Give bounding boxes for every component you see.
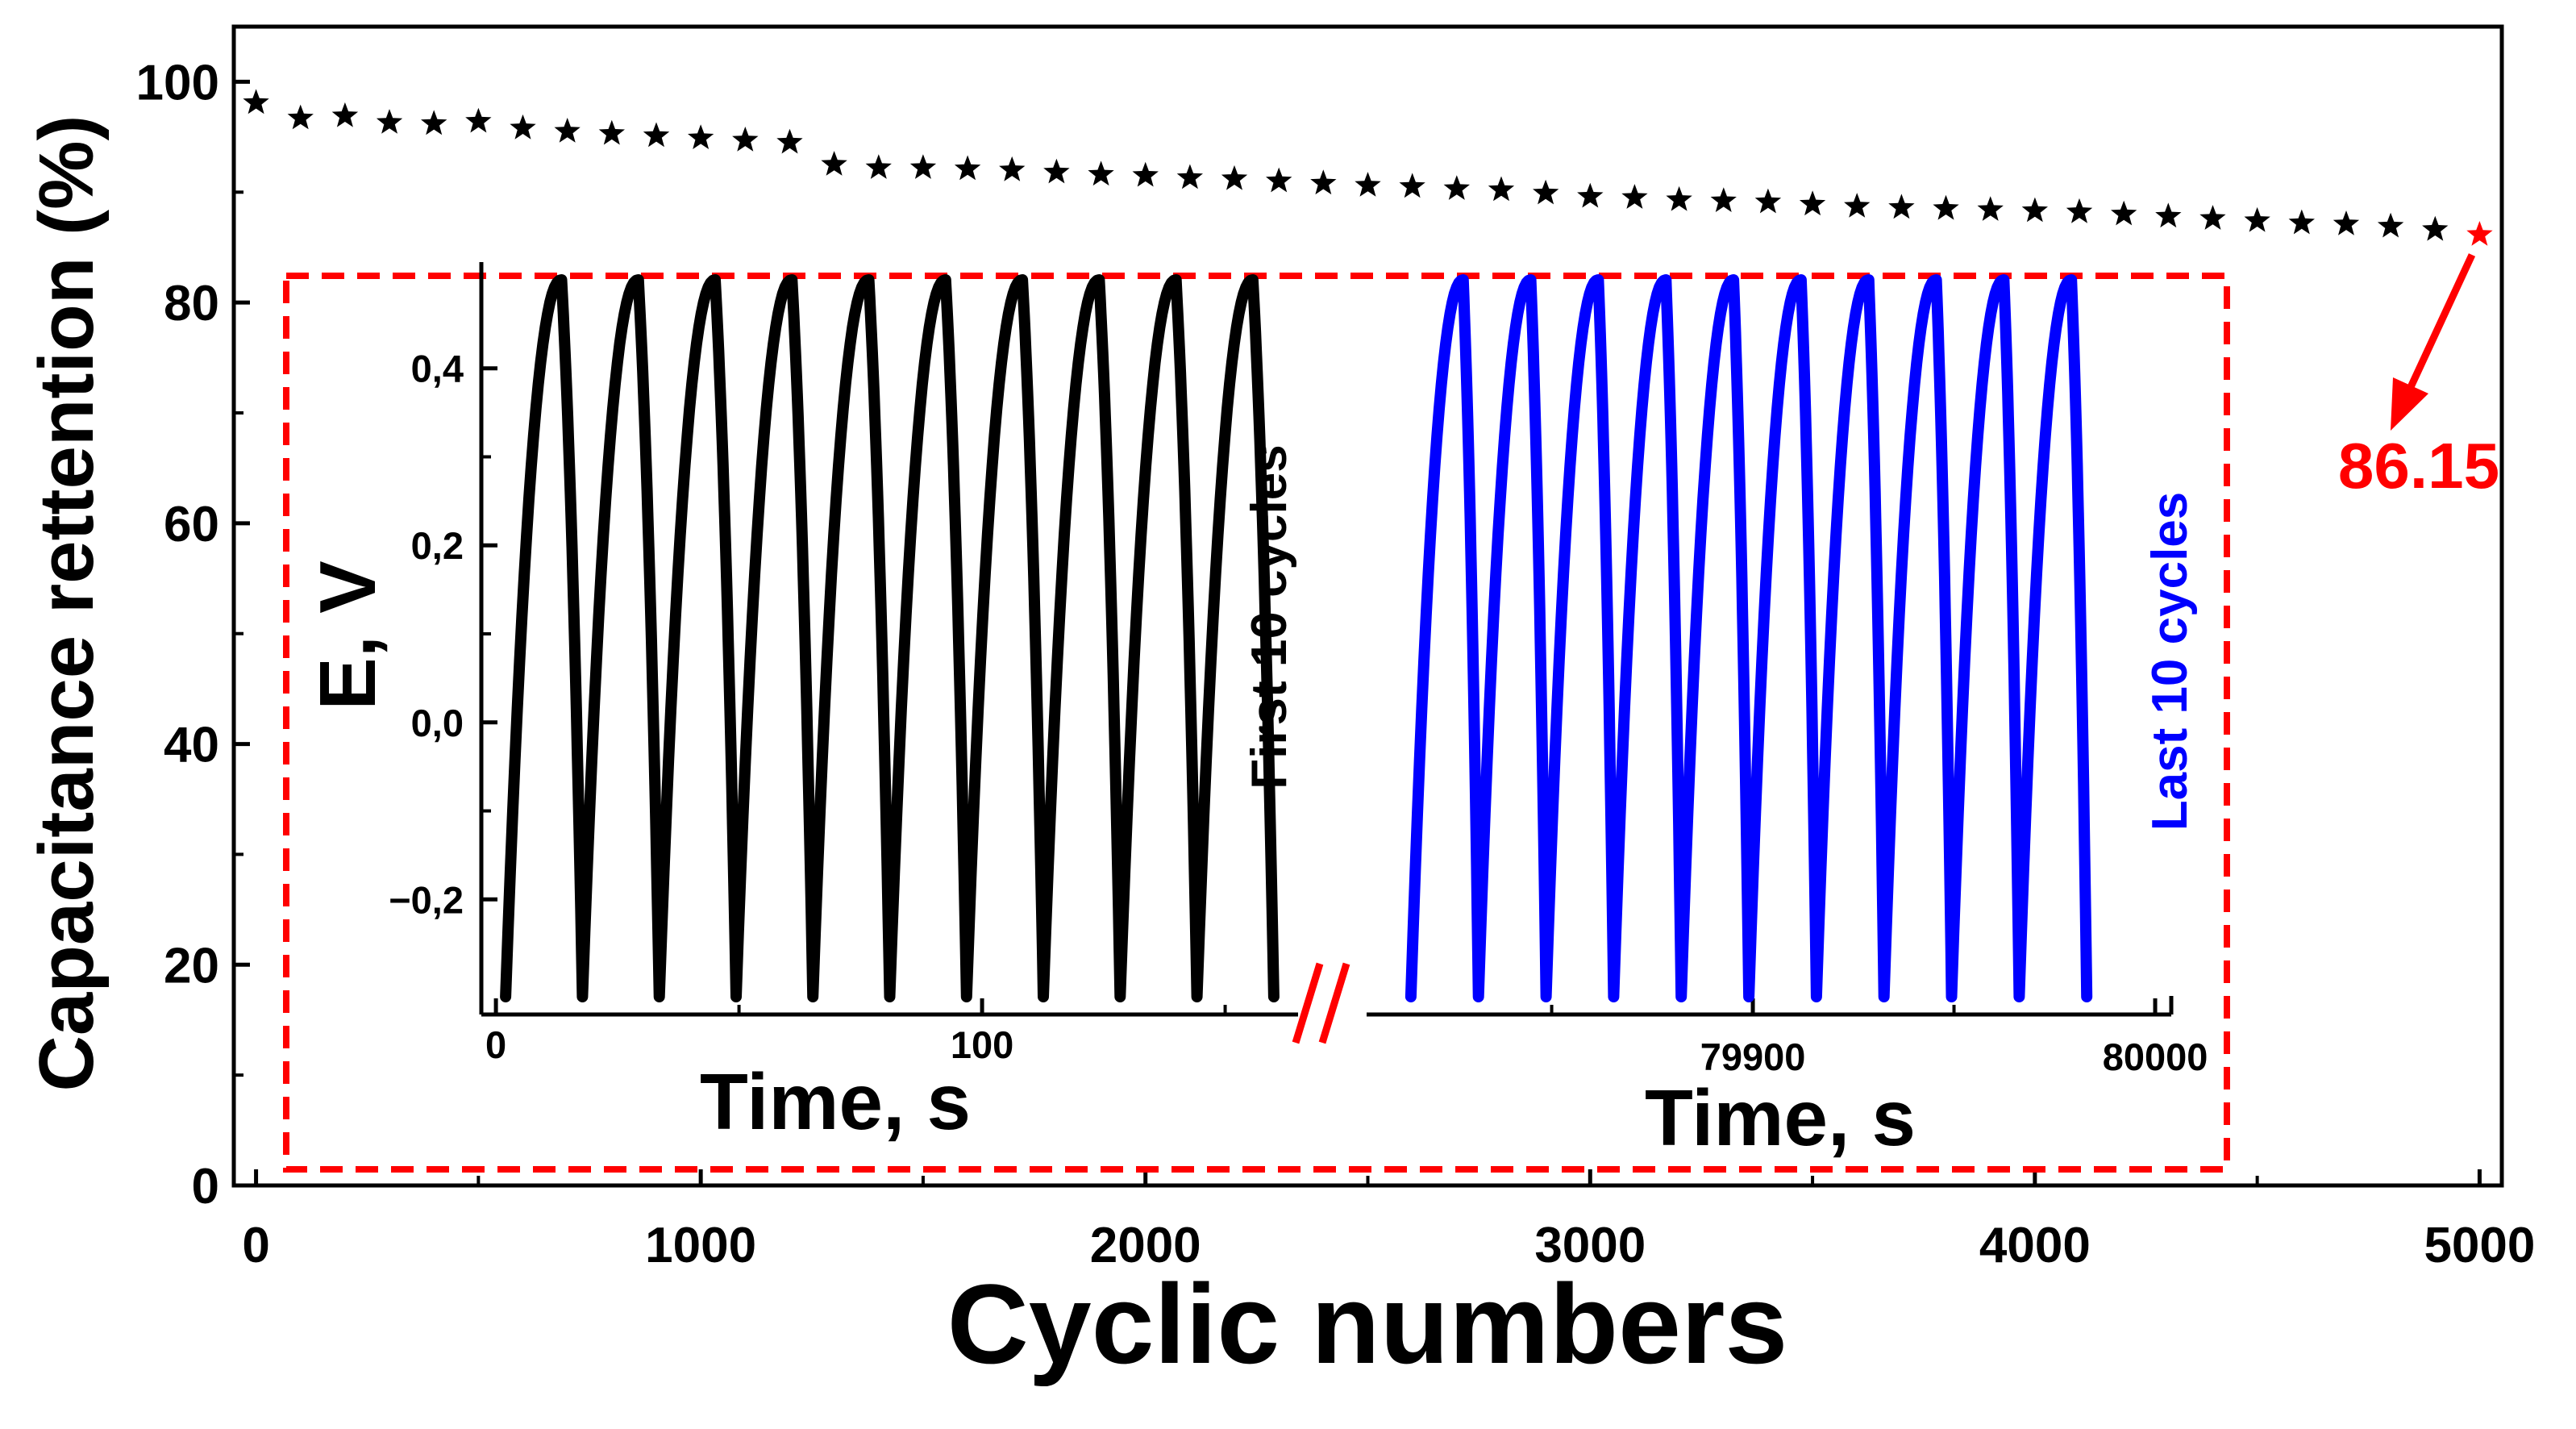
- data-point: [1799, 190, 1826, 216]
- data-point: [1266, 167, 1292, 193]
- data-point: [643, 122, 670, 148]
- data-point: [1443, 175, 1470, 200]
- data-point: [554, 118, 581, 143]
- inset-right-x-tick-label: 80000: [2103, 1035, 2208, 1078]
- data-point: [1666, 185, 1692, 211]
- main-y-axis-title: Capacitance rettention (%): [23, 115, 110, 1092]
- data-point: [999, 156, 1026, 181]
- data-point: [2333, 210, 2360, 235]
- data-point: [243, 89, 269, 115]
- main-x-tick-label: 4000: [1979, 1218, 2091, 1273]
- data-point: [1621, 184, 1648, 209]
- inset-y-axis-title: E, V: [303, 560, 392, 710]
- axis-break-line-2: [1318, 962, 1350, 1044]
- data-point: [465, 107, 492, 133]
- inset-y-tick-label: −0,2: [389, 878, 464, 921]
- data-point: [2111, 200, 2137, 226]
- main-x-axis-title: Cyclic numbers: [947, 1260, 1788, 1387]
- data-point: [1310, 169, 1337, 195]
- data-point: [688, 124, 714, 149]
- data-point: [1399, 173, 1425, 198]
- data-point: [2422, 215, 2449, 241]
- data-point: [1933, 194, 1959, 220]
- inset-last-cycles-label: Last 10 cycles: [2142, 492, 2198, 831]
- main-y-tick-label: 60: [164, 497, 219, 552]
- main-y-tick-label: 100: [136, 55, 219, 110]
- inset-left-x-axis-title: Time, s: [700, 1057, 971, 1146]
- data-point: [1977, 196, 2004, 221]
- axis-break-mark: [1292, 962, 1350, 1044]
- inset-y-tick-label: 0,0: [411, 702, 464, 744]
- highlight-arrow-line: [2407, 253, 2476, 389]
- main-data-points: [243, 89, 2493, 246]
- data-point: [954, 155, 981, 181]
- data-point: [1355, 172, 1381, 197]
- data-point: [1888, 194, 1915, 219]
- first-10-cycles-curve: [500, 274, 1280, 1002]
- data-point: [732, 127, 759, 152]
- data-point: [2155, 202, 2182, 228]
- main-y-tick-label: 20: [164, 938, 219, 994]
- data-point: [1844, 193, 1871, 218]
- last-10-cycles-curve: [1405, 274, 2093, 1002]
- data-point: [331, 102, 359, 127]
- inset-curves: [500, 274, 2093, 1002]
- data-point: [1533, 179, 1559, 205]
- inset-first-cycles-label: First 10 cycles: [1242, 444, 1297, 789]
- data-point: [1132, 161, 1159, 187]
- main-y-tick-label: 80: [164, 276, 219, 331]
- main-x-tick-label: 3000: [1534, 1218, 1646, 1273]
- main-x-tick-label: 0: [242, 1218, 269, 1273]
- data-point: [376, 109, 403, 134]
- data-point: [1754, 188, 1782, 214]
- data-point: [2244, 206, 2270, 232]
- highlight-annotation: 86.15: [2338, 253, 2499, 502]
- highlight-value-label: 86.15: [2338, 430, 2499, 502]
- inset-y-tick-label: 0,4: [411, 348, 464, 390]
- main-x-tick-label: 1000: [645, 1218, 756, 1273]
- data-point: [776, 128, 803, 154]
- data-point: [865, 154, 892, 179]
- inset-right-x-axis-title: Time, s: [1645, 1073, 1916, 1162]
- inset-left-x-tick-label: 0: [485, 1023, 506, 1066]
- data-point: [909, 154, 937, 179]
- inset-left-x-tick-label: 100: [951, 1023, 1013, 1066]
- main-y-tick-label: 40: [164, 718, 219, 773]
- data-point: [1710, 187, 1737, 212]
- highlight-point: [2466, 221, 2493, 246]
- data-point: [2066, 198, 2093, 223]
- inset-ticks: −0,2 0,0 0,2 0,4 0 100 79900 80000: [389, 348, 2208, 1078]
- highlight-arrow-head: [2391, 377, 2428, 431]
- data-point: [821, 151, 847, 176]
- data-point: [2021, 197, 2048, 223]
- data-point: [421, 110, 447, 135]
- inset-right-x-tick-label: 79900: [1700, 1035, 1806, 1078]
- data-point: [1176, 164, 1203, 190]
- data-point: [2377, 212, 2404, 238]
- data-point: [287, 104, 314, 130]
- data-point: [1043, 158, 1070, 184]
- data-point: [2199, 205, 2226, 230]
- data-point: [1221, 165, 1248, 190]
- axis-break-line-1: [1292, 962, 1324, 1044]
- data-point: [510, 114, 536, 140]
- main-y-tick-label: 0: [192, 1159, 219, 1214]
- data-point: [1577, 182, 1604, 208]
- inset-y-tick-label: 0,2: [411, 524, 464, 567]
- data-point: [2288, 209, 2315, 235]
- data-point: [1488, 176, 1515, 202]
- main-x-tick-label: 5000: [2424, 1218, 2535, 1273]
- data-point: [598, 119, 625, 145]
- data-point: [1088, 160, 1114, 186]
- main-x-tick-label: 2000: [1090, 1218, 1201, 1273]
